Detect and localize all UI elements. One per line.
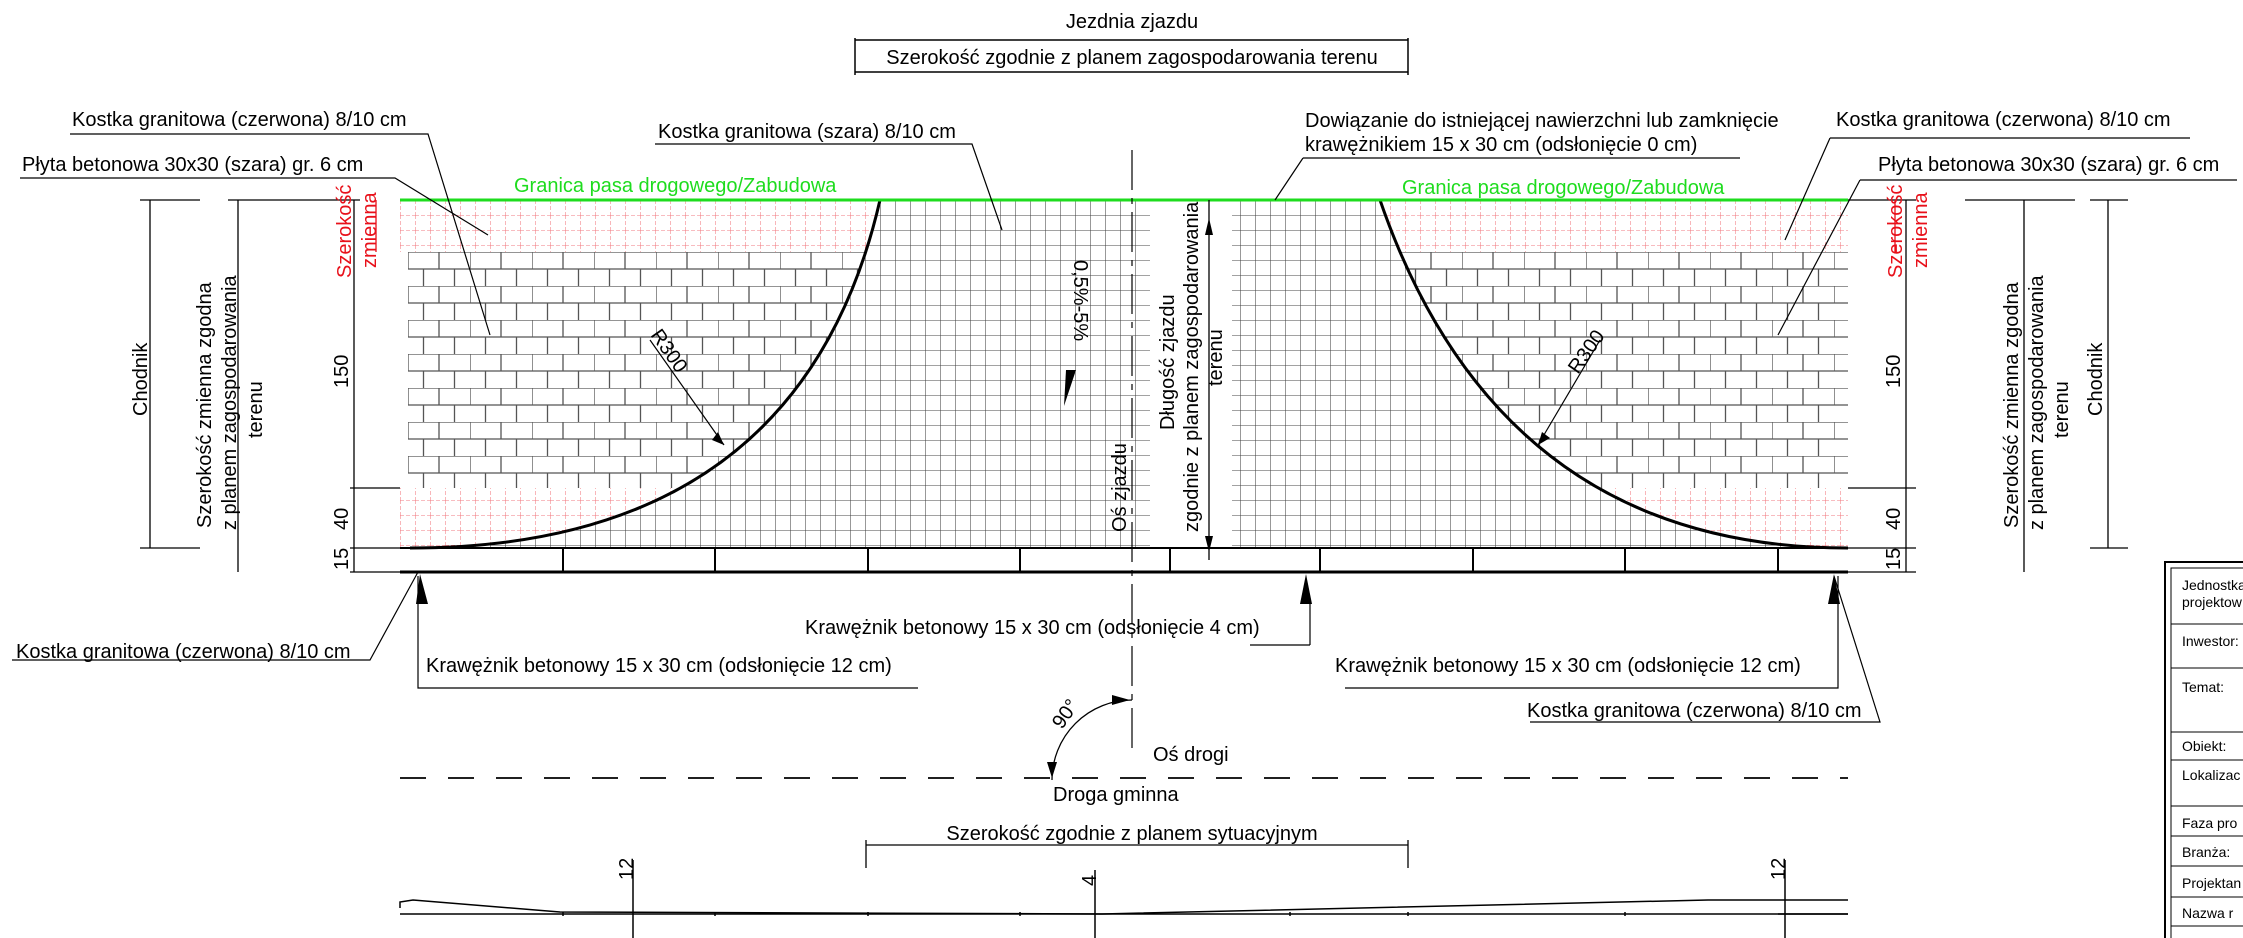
boundary-label-left: Granica pasa drogowego/Zabudowa (514, 175, 837, 197)
profile (399, 860, 1848, 938)
jezdnia-title: Jezdnia zjazdu (1066, 11, 1198, 33)
chodnik-right: Chodnik (2085, 342, 2107, 416)
profile-height-left: 12 (616, 858, 638, 880)
dim-15-right: 15 (1883, 548, 1905, 570)
label-access-length-l1: Długość zjazdu (1157, 294, 1179, 430)
boundary-label-right: Granica pasa drogowego/Zabudowa (1402, 177, 1725, 199)
profile-height-right: 12 (1768, 858, 1790, 880)
label-connection-l1: Dowiązanie do istniejącej nawierzchni lu… (1305, 110, 1779, 132)
grey-paver-center-left (880, 200, 1150, 548)
tb-row4: Obiekt: (2182, 738, 2226, 754)
tb-row2: Inwestor: (2182, 633, 2239, 649)
red-zone-top-right (1380, 200, 1848, 252)
label-red-paver-bottom-left: Kostka granitowa (czerwona) 8/10 cm (16, 641, 351, 663)
label-road-name: Droga gminna (1053, 784, 1180, 806)
dim-150-left: 150 (331, 355, 353, 388)
dim-15-left: 15 (331, 548, 353, 570)
dim-150-right: 150 (1883, 355, 1905, 388)
chodnik-left: Chodnik (130, 342, 152, 416)
label-angle: 90° (1048, 695, 1083, 732)
sidewalk-width-right-l1: Szerokość zmienna zgodna (2001, 281, 2023, 528)
angle-arrow-left (1047, 762, 1057, 778)
tb-row1-l1: Jednostka (2182, 577, 2243, 593)
curb-mark-center (1300, 574, 1312, 604)
length-arrow-bottom (1205, 536, 1213, 552)
right-dimensions (1848, 199, 2128, 573)
dim-40-right: 40 (1883, 508, 1905, 530)
sidewalk-width-left-l1: Szerokość zmienna zgodna (194, 281, 216, 528)
label-curb-right: Krawężnik betonowy 15 x 30 cm (odsłonięc… (1335, 655, 1801, 677)
left-dimensions (140, 199, 400, 573)
curve-right (1378, 199, 1849, 550)
sidewalk-width-right-l2: z planem zagospodarowania (2026, 275, 2048, 530)
label-slab-left: Płyta betonowa 30x30 (szara) gr. 6 cm (22, 154, 363, 176)
variable-width-right-l1: Szerokość (1885, 185, 1907, 278)
label-grey-paver: Kostka granitowa (szara) 8/10 cm (658, 121, 956, 143)
tb-row7: Branża: (2182, 844, 2230, 860)
variable-width-left-l1: Szerokość (334, 185, 356, 278)
tb-row6: Faza pro (2182, 815, 2237, 831)
label-curb-left: Krawężnik betonowy 15 x 30 cm (odsłonięc… (426, 655, 892, 677)
label-connection-l2: krawężnikiem 15 x 30 cm (odsłonięcie 0 c… (1305, 134, 1697, 156)
variable-width-left-l2: zmienna (359, 192, 381, 268)
curb-band (400, 547, 1848, 574)
tb-row5: Lokalizac (2182, 767, 2240, 783)
label-curb-center: Krawężnik betonowy 15 x 30 cm (odsłonięc… (805, 617, 1260, 639)
situational-dimension (865, 840, 1409, 868)
grey-paver-center-right (1232, 200, 1382, 548)
jezdnia-dimension (854, 38, 1409, 75)
angle-arrow-top (1112, 695, 1130, 705)
slope-arrow (1064, 370, 1076, 406)
sidewalk-width-right-l3: terenu (2051, 381, 2073, 438)
tb-row1-l2: projektow (2182, 594, 2243, 610)
label-red-paver-top-right: Kostka granitowa (czerwona) 8/10 cm (1836, 109, 2171, 131)
label-access-axis: Oś zjazdu (1109, 443, 1131, 532)
label-access-length-l3: terenu (1205, 329, 1227, 386)
label-road-axis: Oś drogi (1153, 744, 1229, 766)
tb-row8: Projektan (2182, 875, 2241, 891)
label-red-paver-bottom-right: Kostka granitowa (czerwona) 8/10 cm (1527, 700, 1862, 722)
label-access-length-l2: zgodnie z planem zagospodarowania (1181, 201, 1203, 532)
dim-40-left: 40 (331, 508, 353, 530)
curb-mark-right (1828, 574, 1840, 604)
jezdnia-width-label: Szerokość zgodnie z planem zagospodarowa… (886, 47, 1377, 69)
gap-strip (1150, 200, 1232, 548)
label-situational-width: Szerokość zgodnie z planem sytuacyjnym (946, 823, 1317, 845)
label-red-paver-top-left: Kostka granitowa (czerwona) 8/10 cm (72, 109, 407, 131)
curb-mark-left (416, 574, 428, 604)
label-slab-right: Płyta betonowa 30x30 (szara) gr. 6 cm (1878, 154, 2219, 176)
title-block (2164, 561, 2243, 938)
red-zone-top-left (400, 200, 880, 252)
leaders (12, 133, 2237, 723)
r300-arrow-left (712, 432, 724, 445)
label-slope: 0,5%-5% (1069, 260, 1091, 341)
sidewalk-width-left-l2: z planem zagospodarowania (219, 275, 241, 530)
variable-width-right-l2: zmienna (1910, 192, 1932, 268)
tb-row3: Temat: (2182, 679, 2224, 695)
profile-height-center: 4 (1079, 875, 1101, 886)
r300-arrow-right (1538, 432, 1550, 445)
curve-left (409, 199, 882, 550)
tb-row9: Nazwa r (2182, 905, 2234, 921)
sidewalk-width-left-l3: terenu (245, 381, 267, 438)
length-arrow-top (1205, 218, 1213, 235)
